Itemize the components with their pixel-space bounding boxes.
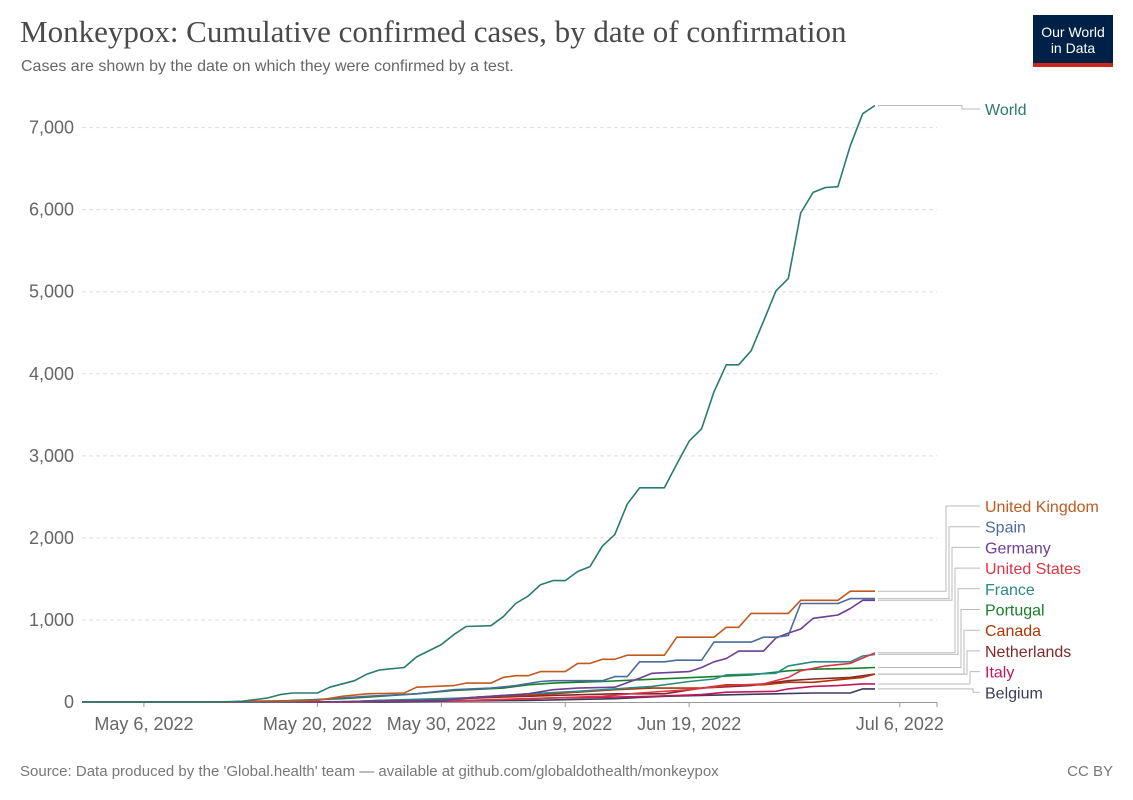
y-axis-tick-labels: 0 1,000 2,000 3,000 4,000 5,000 6,000 7,000 [29, 118, 74, 712]
legend-leader-line [878, 650, 980, 675]
y-tick-label: 6,000 [29, 200, 74, 220]
y-tick-label: 7,000 [29, 118, 74, 138]
grid-lines [82, 127, 937, 621]
y-tick-label: 5,000 [29, 282, 74, 302]
source-note: Source: Data produced by the 'Global.hea… [20, 763, 719, 780]
legend-label-spain: Spain [985, 520, 1026, 537]
legend-label-portugal: Portugal [985, 603, 1045, 620]
legend-label-italy: Italy [985, 665, 1014, 682]
series-line-world [82, 104, 876, 703]
y-tick-label: 0 [64, 692, 74, 712]
license-label[interactable]: CC BY [1067, 763, 1113, 780]
legend-leader-line [878, 671, 980, 685]
x-axis: May 6, 2022 May 20, 2022 May 30, 2022 Jun 9… [82, 702, 944, 734]
series-line-germany [82, 599, 875, 703]
y-tick-label: 4,000 [29, 364, 74, 384]
legend-label-canada: Canada [985, 623, 1041, 640]
legend-leader-line [878, 609, 980, 669]
chart-title: Monkeypox: Cumulative confirmed cases, b… [20, 14, 847, 49]
legend-leader-line [878, 688, 980, 693]
series-line-spain [82, 597, 875, 703]
x-tick-label: Jun 19, 2022 [637, 714, 741, 734]
x-tick-label: Jul 6, 2022 [856, 714, 944, 734]
series-lines [82, 104, 876, 703]
legend-leader-line [878, 567, 980, 654]
legend-leader-line [878, 104, 980, 110]
logo-line-2: in Data [1050, 40, 1096, 56]
legend-label-united-kingdom: United Kingdom [985, 499, 1099, 516]
legend-leader-line [878, 588, 980, 655]
legend-leader-line [878, 546, 980, 601]
x-tick-label: Jun 9, 2022 [518, 714, 612, 734]
legend-label-world: World [985, 102, 1027, 119]
y-tick-label: 2,000 [29, 528, 74, 548]
y-tick-label: 3,000 [29, 446, 74, 466]
owid-logo[interactable]: Our World in Data [1033, 15, 1113, 67]
legend-label-france: France [985, 582, 1035, 599]
legend: World United Kingdom Spain Germany United St… [878, 102, 1099, 702]
legend-label-germany: Germany [985, 540, 1051, 557]
chart-subtitle: Cases are shown by the date on which the… [21, 58, 514, 75]
legend-leader-line [878, 526, 980, 600]
legend-label-netherlands: Netherlands [985, 644, 1071, 661]
legend-label-belgium: Belgium [985, 685, 1043, 702]
x-tick-label: May 20, 2022 [263, 714, 372, 734]
x-tick-label: May 6, 2022 [94, 714, 193, 734]
x-tick-label: May 30, 2022 [387, 714, 496, 734]
legend-label-united-states: United States [985, 561, 1081, 578]
logo-line-1: Our World [1041, 24, 1105, 40]
series-line-france [82, 653, 876, 703]
series-line-united-kingdom [82, 590, 875, 703]
y-tick-label: 1,000 [29, 610, 74, 630]
legend-leader-line [878, 505, 980, 592]
